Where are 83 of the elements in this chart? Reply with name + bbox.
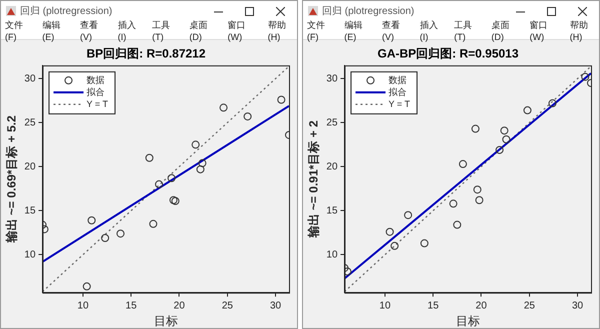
point — [475, 196, 484, 204]
point — [581, 72, 590, 81]
text: 窗口(W) — [530, 18, 549, 42]
point — [471, 124, 480, 133]
text: 窗口(W) — [228, 18, 247, 42]
text: 文件(F) — [5, 18, 24, 42]
y-axis-title: 输出 ~= 0.91*目标 + 2 — [306, 120, 321, 239]
point — [344, 267, 352, 276]
x-axis-title: 目标 — [456, 314, 480, 328]
point — [145, 154, 154, 162]
text: 回归 (plotregression) — [20, 4, 112, 18]
x-tick-label: 15 — [126, 300, 138, 312]
text: 查看(V) — [382, 18, 402, 42]
point — [420, 239, 428, 248]
text: 插入(I) — [118, 18, 137, 42]
x-tick-label: 15 — [428, 300, 440, 312]
point — [168, 174, 176, 182]
x-tick-label: 25 — [524, 300, 536, 312]
text: 编辑(E) — [42, 18, 62, 42]
point — [500, 126, 508, 135]
point — [88, 216, 96, 224]
legend-label: 数据 — [86, 74, 105, 85]
legend-label: 数据 — [388, 74, 407, 85]
point — [220, 104, 228, 112]
y-tick-label: 20 — [326, 161, 338, 172]
x-tick-label: 20 — [476, 300, 488, 312]
point — [196, 165, 204, 174]
point — [171, 197, 180, 206]
point — [149, 220, 158, 228]
chart-title: GA-BP回归图: R=0.95013 — [377, 46, 519, 61]
x-tick-label: 25 — [222, 300, 234, 312]
text: 插入(I) — [420, 18, 439, 42]
point — [82, 282, 91, 290]
text: 帮助(H) — [268, 18, 287, 42]
text: 查看(V) — [80, 18, 100, 42]
point — [548, 99, 556, 108]
x-axis-title: 目标 — [154, 314, 178, 328]
legend-label: 拟合 — [86, 86, 105, 97]
y-tick-label: 30 — [24, 73, 36, 84]
point — [473, 186, 482, 194]
y-tick-label: 10 — [326, 249, 338, 260]
legend-label: Y = T — [86, 98, 108, 109]
text: 桌面(D) — [491, 18, 510, 42]
point — [101, 234, 110, 242]
y-tick-label: 25 — [326, 117, 338, 128]
point — [116, 230, 125, 238]
point — [496, 146, 504, 154]
x-tick-label: 10 — [77, 300, 89, 312]
y-tick-label: 30 — [326, 73, 338, 84]
text: 桌面(D) — [189, 18, 208, 42]
text: 编辑(E) — [344, 18, 364, 42]
point — [523, 106, 532, 114]
legend-label: Y = T — [388, 98, 410, 109]
text: 回归 (plotregression) — [322, 4, 414, 18]
point — [192, 140, 200, 149]
text: 工具(T) — [454, 18, 474, 42]
point — [169, 196, 178, 204]
text: 工具(T) — [152, 18, 172, 42]
point — [244, 112, 252, 120]
point — [198, 159, 206, 168]
point — [386, 228, 394, 236]
point — [502, 135, 510, 144]
point — [277, 96, 286, 104]
point — [453, 220, 462, 229]
y-tick-label: 10 — [24, 249, 36, 260]
point — [449, 200, 458, 208]
chart-title: BP回归图: R=0.87212 — [86, 46, 206, 61]
point — [390, 242, 399, 250]
text: 文件(F) — [307, 18, 326, 42]
y-tick-label: 15 — [326, 205, 338, 216]
y-tick-label: 25 — [24, 117, 36, 128]
point — [458, 160, 467, 168]
x-tick-label: 10 — [379, 300, 391, 312]
legend-label: 拟合 — [388, 86, 407, 97]
point — [404, 211, 412, 220]
x-tick-label: 30 — [572, 300, 584, 312]
x-tick-label: 30 — [270, 300, 282, 312]
y-axis-title: 输出 ~= 0.69*目标 + 5.2 — [4, 115, 19, 244]
y-tick-label: 15 — [24, 205, 36, 216]
x-tick-label: 20 — [174, 300, 186, 312]
text: 帮助(H) — [570, 18, 589, 42]
point — [155, 180, 164, 188]
y-tick-label: 20 — [24, 161, 36, 172]
